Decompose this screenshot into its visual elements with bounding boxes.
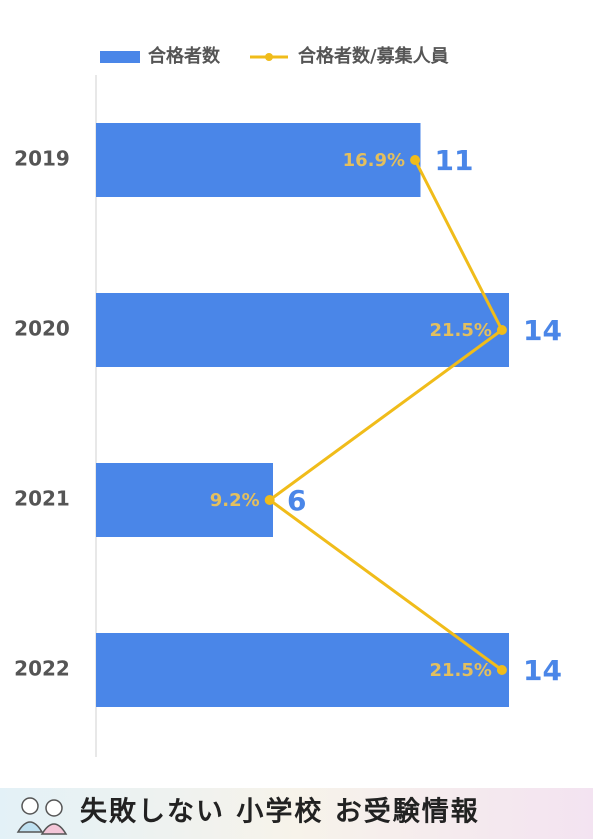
y-tick-label: 2021 (14, 487, 70, 511)
footer-title: 失敗しない 小学校 お受験情報 (80, 796, 480, 828)
line-value-label: 9.2% (210, 490, 260, 511)
bar-value-label: 14 (523, 314, 562, 347)
icon-head (45, 799, 63, 817)
line-marker (496, 325, 507, 335)
footer: 失敗しない 小学校 お受験情報 (0, 788, 593, 839)
legend-label: 合格者数 (148, 45, 221, 67)
bar (96, 463, 273, 537)
bar-value-label: 14 (523, 654, 562, 687)
bar (96, 633, 509, 707)
line-marker (410, 155, 421, 165)
y-tick-label: 2022 (14, 657, 70, 681)
icon-body (40, 823, 68, 835)
bar (96, 293, 509, 367)
line (267, 159, 504, 672)
icon-head (21, 797, 39, 815)
line-marker (264, 495, 275, 505)
y-tick-label: 2019 (14, 147, 70, 171)
line-marker (496, 665, 507, 675)
y-tick-label: 2020 (14, 317, 70, 341)
legend-marker (265, 53, 273, 61)
line-value-label: 21.5% (429, 660, 491, 681)
legend-swatch (100, 51, 140, 63)
bar (96, 123, 421, 197)
bar-value-label: 11 (435, 144, 474, 177)
footer-background (0, 788, 593, 839)
legend-label: 合格者数/募集人員 (298, 45, 449, 67)
line-value-label: 21.5% (429, 320, 491, 341)
icon-body (16, 821, 44, 833)
line-value-label: 16.9% (343, 150, 405, 171)
bar-value-label: 6 (287, 484, 306, 517)
